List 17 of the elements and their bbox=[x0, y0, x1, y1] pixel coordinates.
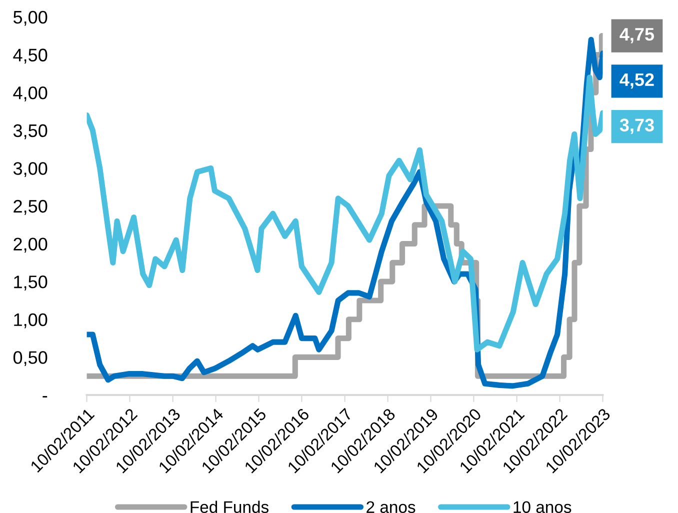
y-tick-label: 0,50 bbox=[13, 351, 48, 366]
y-tick-label: 2,00 bbox=[14, 238, 48, 253]
y-tick-label: 4,00 bbox=[13, 86, 48, 102]
legend-label: 10 anos bbox=[514, 501, 572, 513]
y-tick-label: 1,50 bbox=[14, 276, 48, 290]
y-tick-label: 2,50 bbox=[14, 200, 48, 215]
y-tick-label: - bbox=[42, 396, 48, 398]
legend-label: 2 anos bbox=[366, 501, 416, 513]
annotation: 3,73 bbox=[620, 118, 654, 134]
y-tick-label: 5,00 bbox=[13, 10, 48, 26]
legend-label: Fed Funds bbox=[190, 500, 268, 513]
y-tick-label: 3,50 bbox=[13, 124, 48, 140]
y-tick-label: 3,00 bbox=[13, 162, 48, 178]
y-tick-label: 1,00 bbox=[14, 313, 48, 328]
y-tick-label: 4,50 bbox=[13, 48, 48, 64]
annotation: 4,52 bbox=[620, 73, 654, 89]
annotation: 4,75 bbox=[620, 28, 654, 44]
